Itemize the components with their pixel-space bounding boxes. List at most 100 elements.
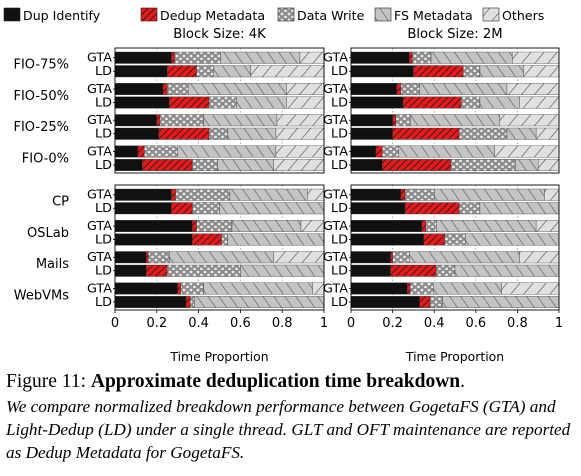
caption-label: Figure 11: [6,371,86,392]
legend-swatch-write [277,7,295,22]
system-label: LD [331,127,348,142]
x-tick-label: 1 [555,316,563,331]
x-tick-label: 0.6 [230,316,251,331]
stacked-bar-ld [114,202,325,215]
stacked-bar-ld [114,127,325,140]
bar-segment-write [461,96,481,109]
legend: Dup Identify Dedup Metadata Data Write FS M… [3,7,544,23]
system-label: LD [95,264,112,279]
bar-segment-dup [114,251,147,264]
bar-segment-meta [137,145,145,158]
bar-segment-other [250,65,325,78]
bar-group [350,51,560,78]
bar-segment-meta [413,65,464,78]
bar-segment-meta [402,96,462,109]
stacked-bar-gta [350,145,560,158]
bar-group [350,83,560,109]
bar-segment-meta [141,159,193,171]
bar-segment-other [523,65,560,78]
bar-segment-fs [219,202,325,215]
axes-frame [350,184,560,311]
bar-segment-other [501,282,560,295]
system-label: LD [331,232,348,247]
stacked-bar-gta [350,188,560,201]
system-label: GTA [323,250,348,265]
bar-segment-dup [114,96,170,109]
bar-segment-meta [162,83,168,95]
stacked-bar-gta [350,83,560,95]
system-label: GTA [323,82,348,97]
stacked-bar-gta [350,220,560,232]
bar-segment-meta [375,145,383,158]
bar-segment-dup [114,114,157,127]
bar-segment-write [221,233,229,246]
bar-segment-write [175,188,231,201]
bar-segment-fs [213,65,252,78]
bar-segment-meta [192,233,222,246]
bar-segment-write [208,127,229,140]
bar-segment-dup [114,65,168,78]
bar-segment-fs [506,127,537,140]
system-label: LD [331,158,348,173]
legend-item-write: Data Write [277,7,365,23]
system-label: LD [331,64,348,79]
stacked-bar-gta [114,251,325,264]
x-tick-label: 1 [320,316,328,331]
group-label: WebVMs [14,288,69,303]
bar-segment-other [535,220,560,232]
bar-segment-meta [169,96,210,109]
bar-group [350,145,560,171]
chart-panel-1: Block Size: 4KGTALDFIO-75%GTALDFIO-50%GT… [14,27,325,174]
bar-segment-other [519,96,560,109]
bar-segment-meta [409,51,413,64]
bar-segment-dup [350,65,414,78]
legend-swatch-meta [140,7,158,22]
bar-segment-meta [419,296,431,308]
stacked-bar-gta [350,114,560,127]
stacked-bar-ld [350,96,560,109]
system-label: GTA [87,250,112,265]
bar-segment-fs [203,114,278,127]
group-label: CP [52,195,69,210]
stacked-bar-ld [350,159,560,171]
system-label: GTA [87,51,112,66]
bar-segment-fs [217,159,275,171]
bar-segment-other [276,114,325,127]
bar-segment-dup [350,251,391,264]
legend-swatch-other [482,7,500,22]
bar-segment-fs [479,96,520,109]
bar-segment-other [275,127,325,140]
x-tick-label: 0.4 [424,316,445,331]
legend-label-write: Data Write [297,8,365,23]
bar-segment-write [167,264,241,277]
legend-label-meta: Dedup Metadata [160,8,265,23]
x-tick-label: 0.2 [382,316,403,331]
bar-segment-meta [185,296,191,308]
bar-segment-dup [350,282,408,295]
stacked-bar-gta [114,145,325,158]
bar-group [114,145,325,171]
bar-group [350,251,560,277]
bar-segment-other [512,51,560,64]
stacked-bar-gta [350,51,560,64]
bar-segment-meta [171,51,175,64]
bar-segment-meta [404,202,460,215]
bar-segment-dup [350,127,393,140]
group-label: FIO-0% [22,151,69,166]
bar-segment-fs [432,282,502,295]
stacked-bar-gta [114,282,325,295]
bar-segment-other [307,188,325,201]
system-label: GTA [323,219,348,234]
stacked-bar-gta [350,251,560,264]
bar-segment-write [190,296,195,308]
bar-segment-write [429,296,443,308]
bar-segment-meta [390,264,437,277]
bar-segment-meta [421,220,427,232]
bar-segment-fs [398,145,495,158]
bar-segment-write [410,282,434,295]
bar-segment-dup [114,188,172,201]
bar-segment-dup [350,83,397,95]
legend-item-dup: Dup Identify [3,7,101,23]
bar-segment-write [174,51,221,64]
bar-segment-dup [350,296,420,308]
